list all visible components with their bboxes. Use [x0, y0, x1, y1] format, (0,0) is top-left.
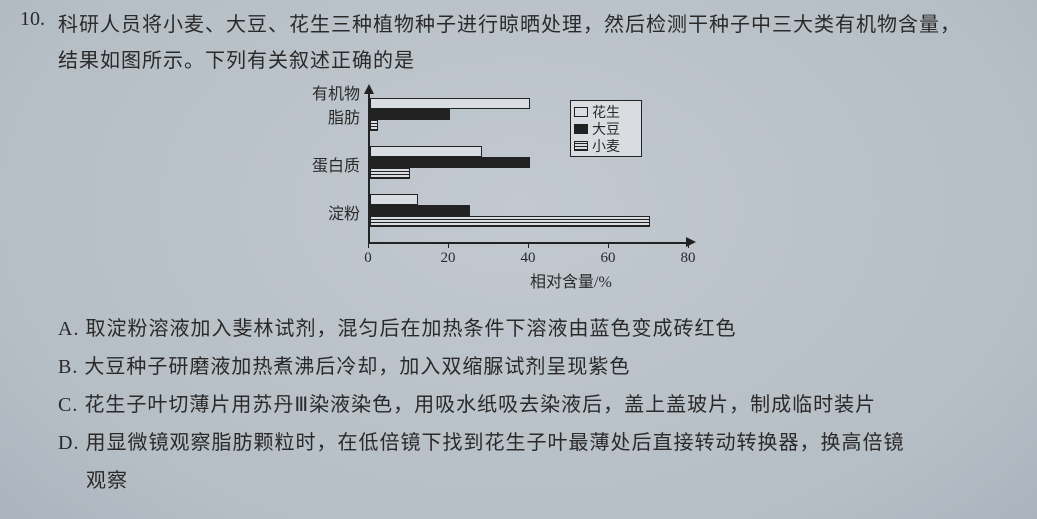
bar-protein-peanut: [370, 146, 482, 157]
legend-swatch-peanut-icon: [574, 107, 588, 117]
x-tick-label: 60: [601, 250, 616, 267]
organic-content-chart: 有机物 脂肪 蛋白质 淀粉: [300, 82, 760, 292]
question-text-line2: 结果如图所示。下列有关叙述正确的是: [58, 44, 415, 73]
x-tick: [688, 242, 689, 248]
question-text-line1: 科研人员将小麦、大豆、花生三种植物种子进行晾晒处理，然后检测干种子中三大类有机物…: [58, 8, 961, 37]
legend-label-wheat: 小麦: [592, 136, 620, 156]
y-category-fat: 脂肪: [300, 104, 360, 128]
legend-row: 大豆: [574, 120, 638, 137]
bar-fat-soy: [370, 109, 450, 120]
x-tick: [528, 242, 529, 248]
x-tick-label: 40: [521, 250, 536, 267]
option-b: B. 大豆种子研磨液加热煮沸后冷却，加入双缩脲试剂呈现紫色: [58, 350, 630, 379]
bar-protein-soy: [370, 157, 530, 168]
option-d-line2: 观察: [86, 464, 128, 493]
bar-fat-wheat: [370, 120, 378, 131]
x-tick: [448, 242, 449, 248]
x-tick: [368, 242, 369, 248]
option-a: A. 取淀粉溶液加入斐林试剂，混匀后在加热条件下溶液由蓝色变成砖红色: [58, 312, 736, 341]
option-c: C. 花生子叶切薄片用苏丹Ⅲ染液染色，用吸水纸吸去染液后，盖上盖玻片，制成临时装…: [58, 388, 876, 417]
y-axis-title: 有机物: [300, 80, 360, 104]
legend-row: 花生: [574, 103, 638, 120]
legend: 花生 大豆 小麦: [570, 100, 642, 157]
bar-fat-peanut: [370, 98, 530, 109]
exam-page: 10. 科研人员将小麦、大豆、花生三种植物种子进行晾晒处理，然后检测干种子中三大…: [0, 0, 1037, 519]
y-category-starch: 淀粉: [300, 200, 360, 224]
bar-protein-wheat: [370, 168, 410, 179]
bar-starch-peanut: [370, 194, 418, 205]
legend-swatch-soy-icon: [574, 124, 588, 134]
legend-swatch-wheat-icon: [574, 141, 588, 151]
bar-starch-soy: [370, 205, 470, 216]
x-tick-label: 80: [681, 250, 696, 267]
x-tick: [608, 242, 609, 248]
x-tick-label: 0: [364, 250, 372, 267]
legend-row: 小麦: [574, 137, 638, 154]
x-axis-label: 相对含量/%: [530, 268, 612, 292]
question-number: 10.: [20, 8, 45, 31]
x-tick-label: 20: [441, 250, 456, 267]
bar-starch-wheat: [370, 216, 650, 227]
y-category-protein: 蛋白质: [300, 152, 360, 176]
option-d-line1: D. 用显微镜观察脂肪颗粒时，在低倍镜下找到花生子叶最薄处后直接转动转换器，换高…: [58, 426, 904, 455]
